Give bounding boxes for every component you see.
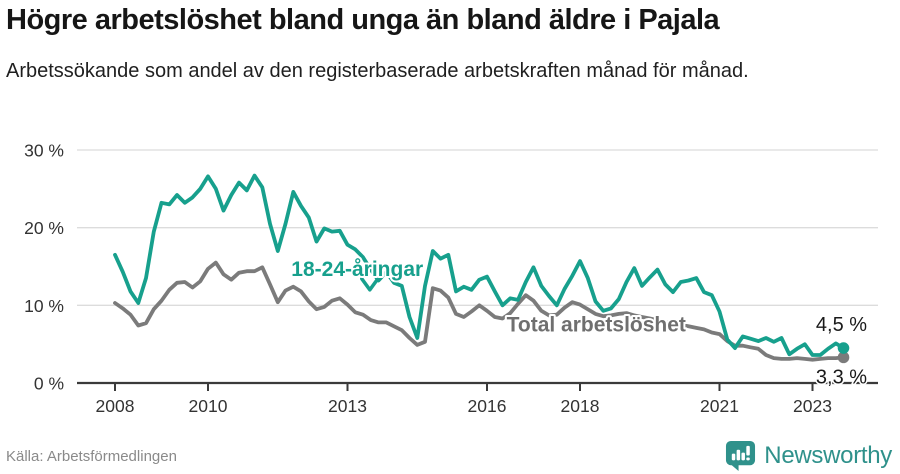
y-tick-label: 10 % — [24, 296, 64, 316]
logo-speech-bubble-icon — [726, 440, 756, 471]
x-tick-label: 2016 — [468, 396, 507, 416]
annotation-label: Total arbetslöshet — [507, 314, 686, 337]
source-note: Källa: Arbetsförmedlingen — [6, 448, 177, 465]
brand-name: Newsworthy — [764, 441, 892, 469]
x-tick-label: 2021 — [700, 396, 739, 416]
end-value-label-youth: 4,5 % — [816, 314, 867, 336]
end-value-label-total: 3,3 % — [816, 366, 867, 388]
y-tick-label: 0 % — [34, 374, 64, 394]
x-tick-label: 2008 — [96, 396, 135, 416]
end-dot-youth — [837, 342, 850, 354]
y-tick-label: 20 % — [24, 218, 64, 238]
x-tick-label: 2013 — [328, 396, 367, 416]
end-dot-total — [837, 351, 850, 364]
y-tick-label: 30 % — [24, 141, 64, 161]
x-tick-label: 2018 — [561, 396, 600, 416]
chart-title: Högre arbetslöshet bland unga än bland ä… — [6, 4, 720, 36]
line-total — [113, 260, 846, 362]
x-tick-label: 2010 — [189, 396, 228, 416]
line-youth — [113, 173, 846, 357]
annotation-arrow-icon — [360, 277, 380, 292]
x-tick-label: 2023 — [793, 396, 832, 416]
annotation-label: 18-24-åringar — [291, 258, 423, 281]
chart-subtitle: Arbetssökande som andel av den registerb… — [6, 60, 749, 82]
newsworthy-logo: Newsworthy — [725, 440, 892, 471]
